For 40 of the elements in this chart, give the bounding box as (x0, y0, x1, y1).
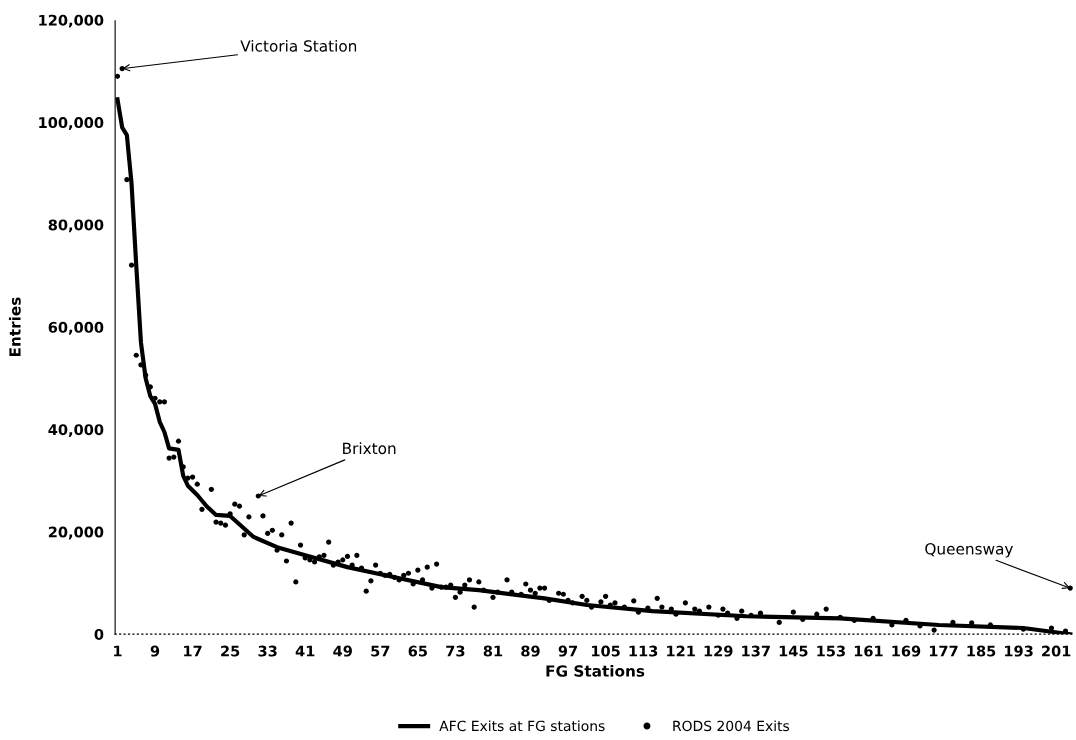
y-tick-label: 80,000 (48, 219, 104, 233)
y-tick-label: 60,000 (48, 321, 104, 335)
x-tick-label: 57 (371, 645, 390, 657)
x-tick-label: 9 (150, 645, 160, 657)
x-tick-label: 153 (817, 645, 845, 657)
x-tick-label: 185 (967, 645, 996, 657)
legend-label: AFC Exits at FG stations (439, 720, 605, 732)
x-tick-label: 73 (446, 645, 465, 657)
x-tick-label: 145 (779, 645, 808, 657)
x-axis-title: FG Stations (546, 664, 645, 677)
x-tick-label: 193 (1005, 645, 1033, 657)
y-tick-label: 40,000 (48, 424, 104, 438)
legend-label: RODS 2004 Exits (673, 720, 790, 732)
y-tick-label: 100,000 (39, 117, 104, 130)
x-tick-label: 161 (854, 645, 883, 657)
x-tick-label: 105 (592, 645, 620, 657)
annotation: Victoria Station (240, 39, 357, 52)
x-tick-label: 41 (295, 645, 315, 657)
x-tick-label: 1 (114, 645, 122, 657)
x-tick-label: 129 (704, 645, 733, 657)
x-tick-label: 17 (184, 645, 202, 657)
x-tick-label: 81 (483, 645, 503, 657)
x-tick-label: 177 (929, 645, 958, 657)
y-tick-label: 120,000 (39, 14, 104, 28)
y-tick-label: 20,000 (48, 526, 104, 540)
x-tick-label: 201 (1042, 645, 1071, 657)
x-tick-label: 121 (667, 645, 695, 657)
x-tick-label: 169 (892, 645, 921, 657)
x-tick-label: 137 (742, 645, 770, 657)
annotation: Brixton (343, 442, 396, 455)
x-tick-label: 65 (408, 645, 427, 657)
y-tick-label: 0 (94, 628, 104, 640)
x-tick-label: 25 (221, 645, 240, 657)
x-tick-label: 97 (558, 645, 578, 657)
x-tick-label: 89 (521, 645, 540, 657)
x-tick-label: 33 (258, 645, 277, 657)
annotation: Queensway (925, 543, 1013, 558)
x-tick-label: 49 (333, 645, 352, 657)
x-tick-label: 113 (629, 645, 658, 657)
y-axis-title: Entries (8, 297, 21, 357)
